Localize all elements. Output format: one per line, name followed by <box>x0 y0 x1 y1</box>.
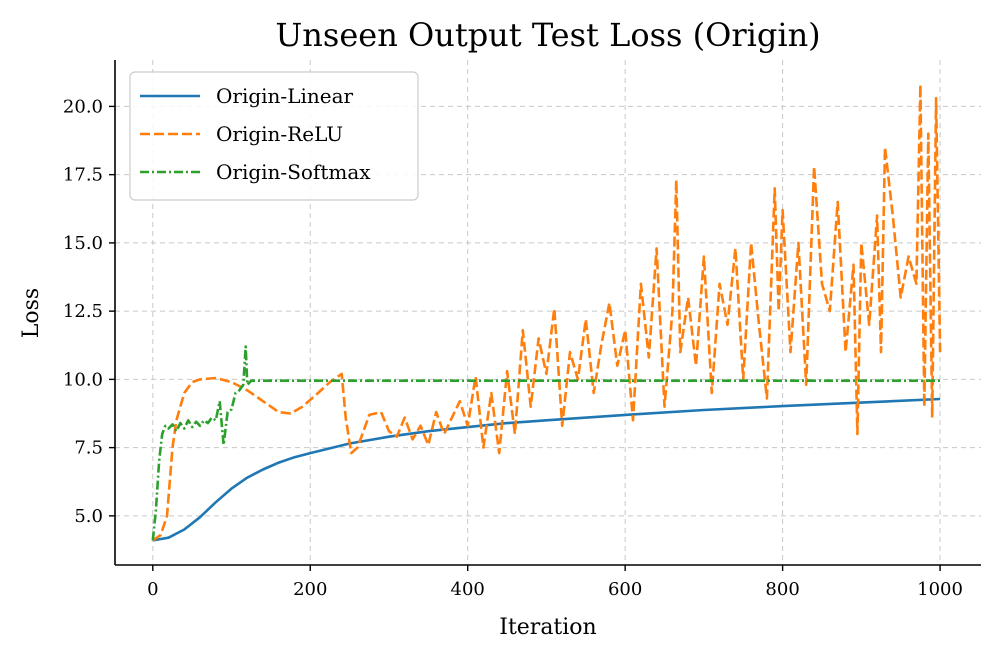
y-axis-label: Loss <box>19 288 44 338</box>
legend-label: Origin-Softmax <box>216 160 371 184</box>
y-tick-label: 12.5 <box>63 301 103 322</box>
y-tick-label: 20.0 <box>63 96 103 117</box>
x-tick-label: 0 <box>147 579 158 600</box>
legend-box <box>129 71 419 201</box>
legend: Origin-Linear Origin-ReLU Origin-Softmax <box>129 71 419 201</box>
x-axis-label: Iteration <box>499 615 596 640</box>
x-tick-label: 400 <box>451 579 485 600</box>
y-tick-label: 15.0 <box>63 233 103 254</box>
x-tick-label: 1000 <box>917 579 963 600</box>
gridlines <box>115 60 981 565</box>
x-tick-label: 600 <box>608 579 642 600</box>
y-tick-label: 10.0 <box>63 369 103 390</box>
x-tick-label: 200 <box>293 579 327 600</box>
series-line-origin-linear <box>152 397 941 542</box>
chart-title: Unseen Output Test Loss (Origin) <box>275 16 820 54</box>
legend-label: Origin-ReLU <box>216 122 343 146</box>
y-tick-label: 5.0 <box>74 506 103 527</box>
series-line-origin-softmax <box>151 345 941 541</box>
x-tick-label: 800 <box>765 579 799 600</box>
legend-label: Origin-Linear <box>216 84 354 108</box>
series-line-origin-relu <box>152 83 942 542</box>
y-tick-label: 7.5 <box>74 438 103 459</box>
series-lines <box>151 83 942 542</box>
axes: 0 200 400 600 800 1000 5.0 7.5 10.0 12.5 15.0 17.5 2… <box>63 60 981 600</box>
y-tick-label: 17.5 <box>63 165 103 186</box>
